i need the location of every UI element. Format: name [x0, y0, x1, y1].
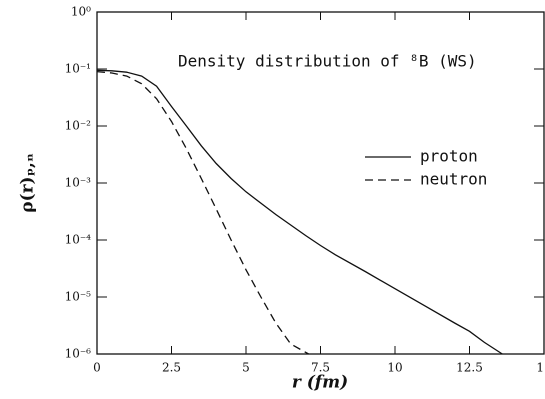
x-tick-label: 12.5	[456, 361, 483, 375]
y-tick-label: 10⁻⁵	[65, 290, 92, 304]
x-tick-label: 2.5	[162, 361, 181, 375]
line	[96, 69, 503, 355]
y-tick-label: 10⁰	[71, 5, 91, 19]
legend-label: proton	[420, 147, 478, 166]
x-tick-label: 15	[536, 361, 545, 375]
x-tick-label: 10	[387, 361, 402, 375]
y-axis-label: ρ(r)ₚ,ₙ	[18, 153, 38, 213]
legend-label: neutron	[420, 170, 487, 189]
x-tick-label: 0	[93, 361, 101, 375]
x-axis-label: r (fm)	[292, 373, 348, 393]
x-tick-label: 7.5	[311, 361, 330, 375]
y-tick-label: 10⁻⁶	[65, 347, 92, 361]
y-tick-label: 10⁻³	[65, 176, 92, 190]
annotation: Density distribution of ⁸B (WS)	[178, 52, 477, 71]
y-tick-label: 10⁻⁴	[65, 233, 92, 247]
y-tick-label: 10⁻²	[65, 119, 92, 133]
x-tick-label: 5	[242, 361, 250, 375]
y-tick-label: 10⁻¹	[65, 62, 91, 76]
line	[96, 70, 309, 355]
